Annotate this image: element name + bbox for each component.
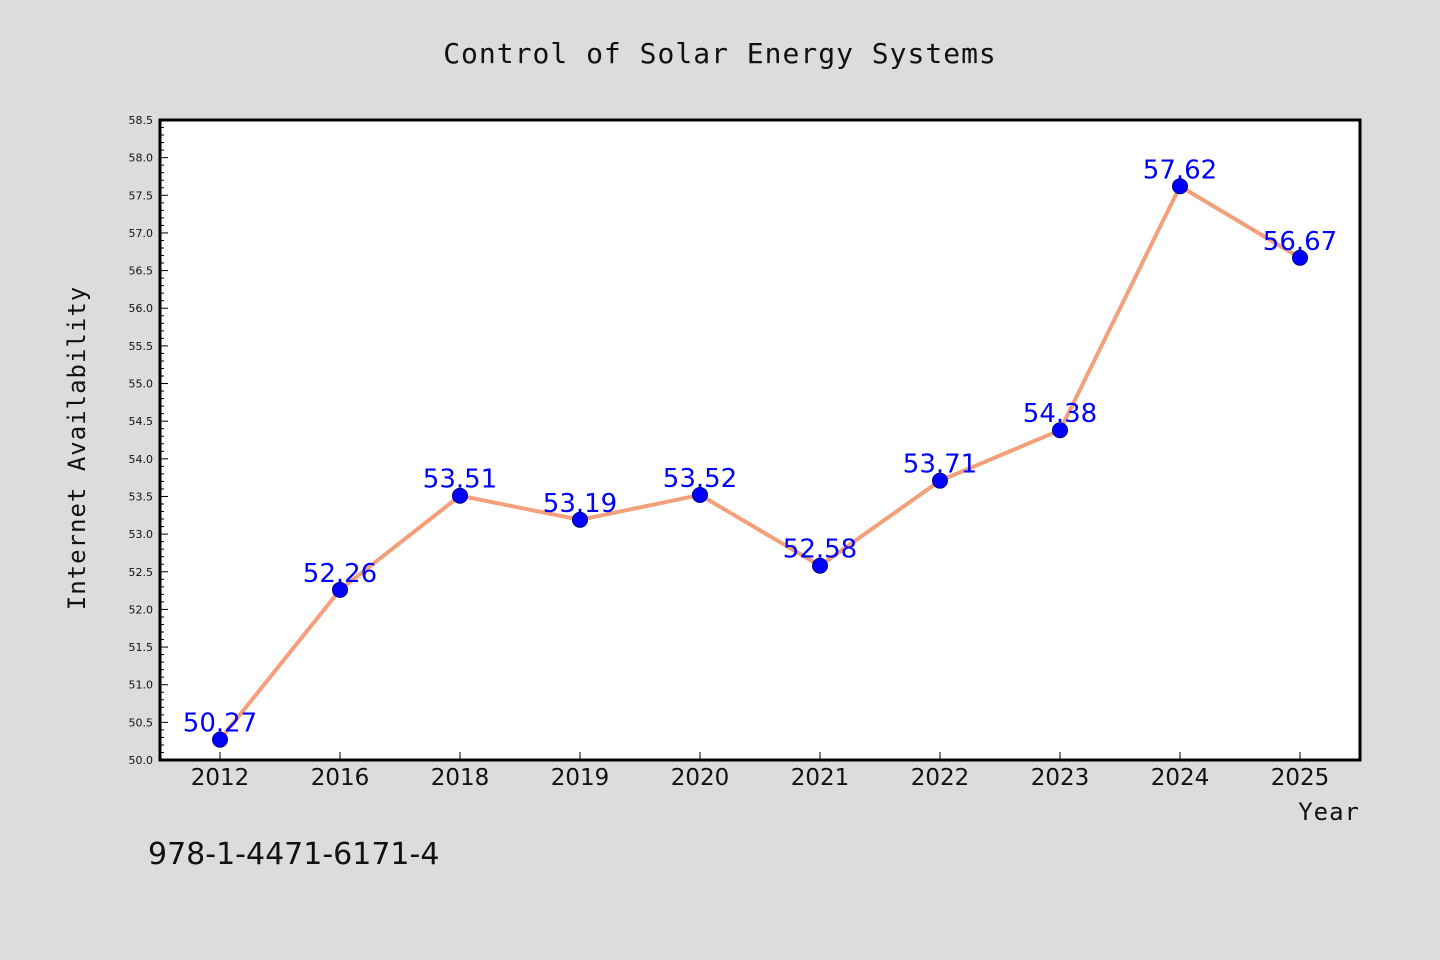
data-point: [692, 486, 708, 503]
y-tick-label: 55.5: [129, 340, 154, 353]
y-tick-label: 56.5: [129, 265, 154, 278]
data-points: [212, 178, 1308, 748]
y-tick-label: 58.0: [129, 152, 154, 165]
y-tick-label: 54.5: [129, 415, 154, 428]
y-axis-ticks: [160, 119, 168, 761]
x-tick-label: 2019: [551, 765, 610, 791]
y-tick-label: 55.0: [129, 378, 154, 391]
data-point: [1172, 178, 1188, 195]
y-axis-label: Internet Availability: [63, 286, 91, 610]
plot-area: [158, 118, 1362, 762]
y-tick-label: 57.5: [129, 189, 154, 202]
x-tick-label: 2020: [671, 765, 730, 791]
y-tick-label: 50.0: [129, 754, 154, 767]
y-tick-label: 57.0: [129, 227, 154, 240]
data-label: 56.67: [1263, 227, 1337, 257]
y-tick-label: 52.0: [129, 603, 154, 616]
data-label: 57.62: [1143, 155, 1217, 185]
chart-title: Control of Solar Energy Systems: [443, 37, 997, 70]
y-tick-label: 53.0: [129, 528, 154, 541]
x-axis-label: Year: [1298, 798, 1360, 826]
data-point: [1052, 422, 1068, 439]
data-point: [932, 472, 948, 489]
isbn-code: 978-1-4471-6171-4: [148, 837, 439, 872]
data-labels: 50.27 52.26 53.51 53.19 53.52 52.58 53.71 54.38…: [183, 155, 1337, 738]
series-line: [218, 184, 1302, 742]
data-point: [1292, 249, 1308, 266]
data-label: 52.58: [783, 535, 857, 565]
x-axis-ticks: [219, 752, 1301, 760]
data-label: 53.19: [543, 489, 617, 519]
y-tick-label: 58.5: [129, 114, 154, 127]
x-tick-label: 2025: [1271, 765, 1330, 791]
x-tick-label: 2021: [791, 765, 850, 791]
data-label: 52.26: [303, 559, 377, 589]
y-tick-label: 52.5: [129, 566, 154, 579]
x-tick-label: 2022: [911, 765, 970, 791]
y-tick-label: 56.0: [129, 302, 154, 315]
data-label: 53.51: [423, 465, 497, 495]
data-point: [812, 557, 828, 574]
y-tick-label: 51.0: [129, 679, 154, 692]
y-tick-label: 51.5: [129, 641, 154, 654]
data-point: [572, 511, 588, 528]
y-tick-label: 50.5: [129, 716, 154, 729]
y-tick-label: 53.5: [129, 490, 154, 503]
y-axis-tick-labels: 50.0 50.5 51.0 51.5 52.0 52.5 53.0 53.5 54.0 54.5…: [129, 114, 154, 767]
x-tick-label: 2023: [1031, 765, 1090, 791]
data-point: [452, 487, 468, 504]
data-label: 53.52: [663, 464, 737, 494]
data-label: 54.38: [1023, 399, 1097, 429]
y-tick-label: 54.0: [129, 453, 154, 466]
data-point: [212, 731, 228, 748]
x-tick-label: 2018: [431, 765, 490, 791]
x-tick-label: 2012: [191, 765, 250, 791]
x-axis-tick-labels: 2012 2016 2018 2019 2020 2021 2022 2023 2024 2025: [191, 765, 1330, 791]
x-tick-label: 2024: [1151, 765, 1210, 791]
data-label: 50.27: [183, 709, 257, 739]
data-label: 53.71: [903, 450, 977, 480]
x-tick-label: 2016: [311, 765, 370, 791]
data-point: [332, 581, 348, 598]
